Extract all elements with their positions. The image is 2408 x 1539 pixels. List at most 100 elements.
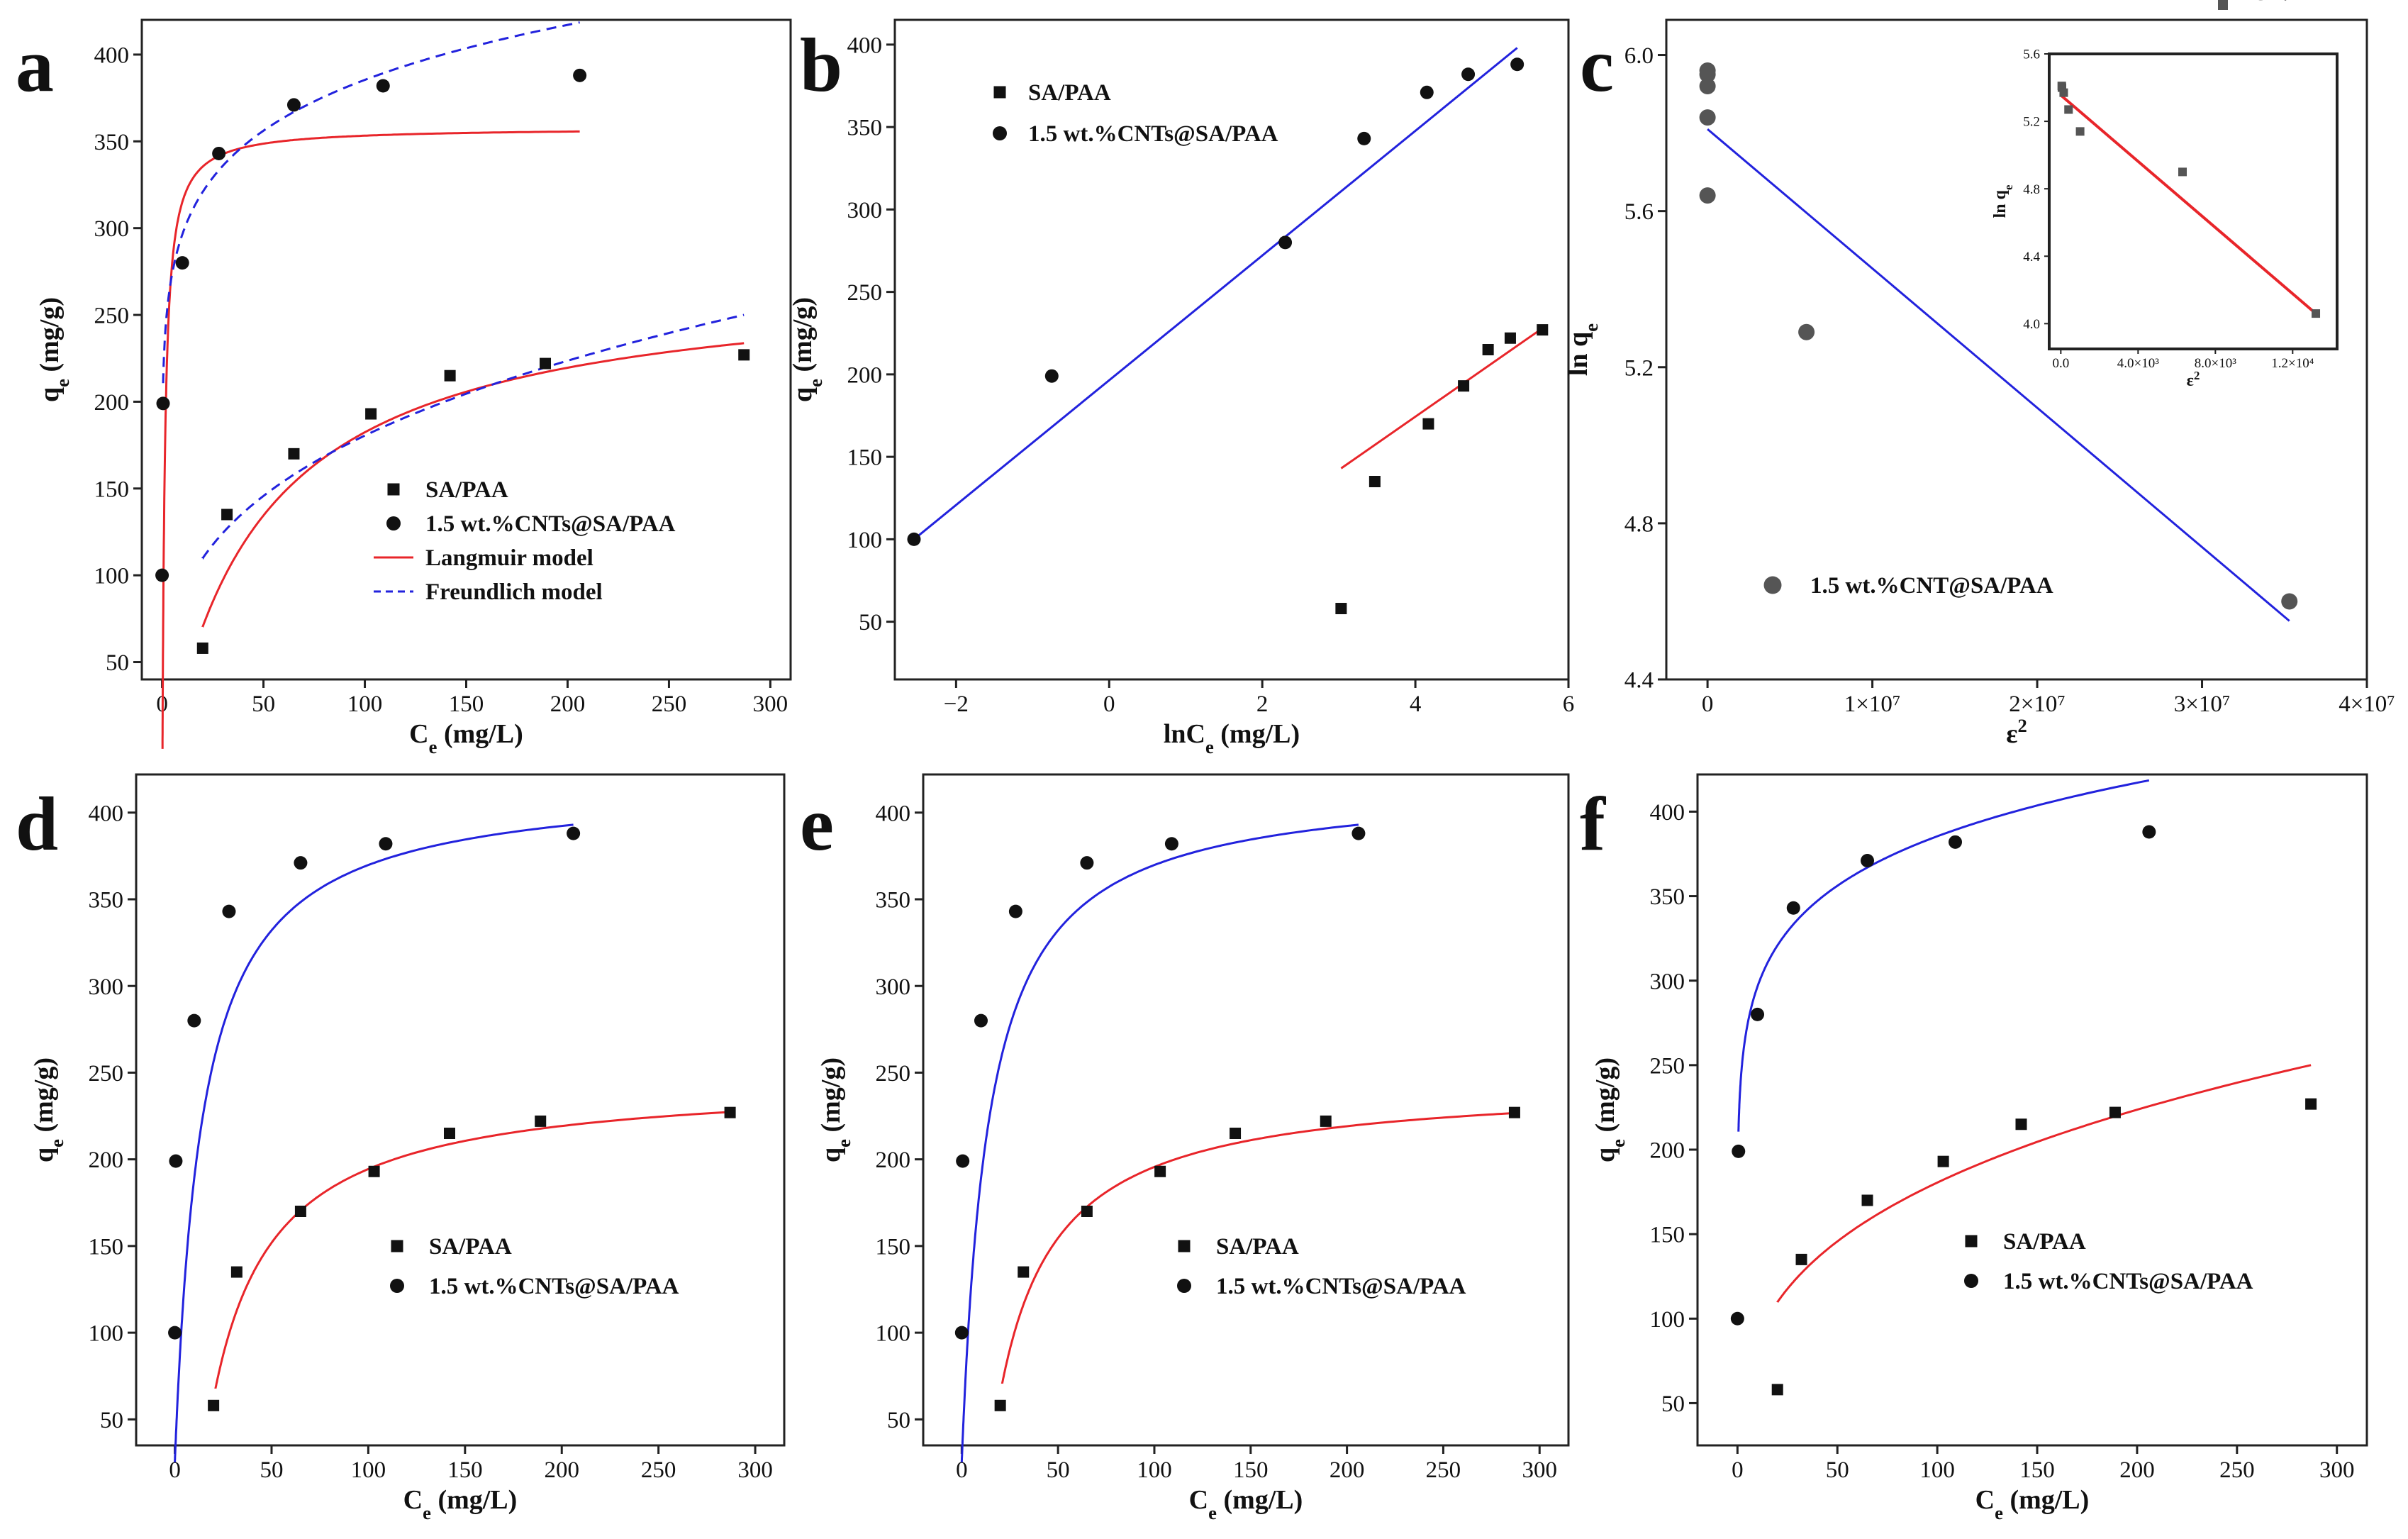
x-axis-title: ε2 <box>2006 715 2027 749</box>
legend-label: Langmuir model <box>425 545 593 571</box>
x-tick-label: 6 <box>1563 691 1575 717</box>
x-tick-label: 0 <box>1732 1457 1744 1483</box>
x-tick-label: 100 <box>1919 1457 1955 1483</box>
data-point-square <box>1482 344 1494 355</box>
data-point-square <box>1369 476 1381 487</box>
x-tick-label: 50 <box>1047 1457 1070 1483</box>
x-tick-label: 250 <box>1426 1457 1461 1483</box>
legend-label: SA/PAA <box>1216 1234 1299 1260</box>
data-point-circle <box>156 396 170 411</box>
data-point-circle <box>376 79 390 93</box>
data-point-circle <box>212 146 226 160</box>
data-point-square <box>1081 1206 1093 1217</box>
x-tick-label: 100 <box>1137 1457 1172 1483</box>
x-tick-label: 150 <box>2019 1457 2055 1483</box>
x-tick-label: 50 <box>252 691 275 717</box>
x-tick-label: 1.2×10⁴ <box>2271 356 2314 371</box>
data-point-circle <box>1164 837 1178 851</box>
y-tick-label: 400 <box>876 801 911 826</box>
x-tick-label: 300 <box>737 1457 773 1483</box>
data-point-square <box>1335 603 1347 615</box>
data-point-square <box>1937 1155 1949 1167</box>
legend-label: 1.5 wt.%CNTs@SA/PAA <box>429 1274 679 1299</box>
y-tick-label: 300 <box>1650 969 1685 994</box>
x-tick-label: 150 <box>1233 1457 1269 1483</box>
data-point-circle <box>1699 66 1716 83</box>
data-point-square <box>1537 324 1549 336</box>
x-tick-label: 2 <box>1256 691 1269 717</box>
data-point-square <box>2059 88 2068 97</box>
y-tick-label: 100 <box>1650 1307 1685 1333</box>
legend-label: SA/PAA <box>2255 0 2338 6</box>
y-axis-title: ln qe <box>1991 184 2015 218</box>
x-axis-title: ε2 <box>2187 369 2200 391</box>
data-point-circle <box>954 1326 969 1340</box>
y-tick-label: 400 <box>847 33 883 58</box>
data-point-square <box>230 1266 243 1278</box>
x-tick-label: 0 <box>1103 691 1115 717</box>
data-point-circle <box>1751 1007 1765 1021</box>
data-point-square <box>444 370 456 382</box>
data-point-square <box>1504 332 1516 344</box>
x-axis-title: Ce (mg/L) <box>1975 1485 2090 1523</box>
y-tick-label: 4.8 <box>1624 511 1654 537</box>
y-axis-title: qe (mg/g) <box>35 297 73 402</box>
y-axis-title: qe (mg/g) <box>29 1057 67 1162</box>
data-point-square <box>2057 83 2066 92</box>
legend-marker <box>2218 0 2228 10</box>
data-point-square <box>2015 1118 2027 1130</box>
fit-curve <box>161 130 580 749</box>
data-point-square <box>288 448 300 460</box>
data-point-square <box>994 1399 1006 1411</box>
y-tick-label: 50 <box>1661 1391 1685 1417</box>
data-point-square <box>1795 1253 1807 1265</box>
x-tick-label: 1×10⁷ <box>1844 691 1901 717</box>
data-point-circle <box>379 837 393 851</box>
fit-curve <box>174 823 574 1462</box>
x-tick-label: 200 <box>550 691 586 717</box>
y-tick-label: 5.6 <box>2023 48 2040 62</box>
data-point-circle <box>1351 826 1366 840</box>
panel-letter: e <box>800 782 834 867</box>
data-point-circle <box>1080 856 1094 870</box>
x-tick-label: 200 <box>1330 1457 1365 1483</box>
legend-marker <box>1763 576 1782 594</box>
x-tick-label: 0 <box>956 1457 968 1483</box>
chart-panel-c: c 0 1×10⁷ 2×10⁷ 3×10⁷ 4×10⁷ 4.4 4.8 5.2 5.6 6.0 ε2 l… <box>1563 0 2395 749</box>
y-tick-label: 400 <box>89 801 124 826</box>
fit-curve <box>1340 327 1544 470</box>
data-point-square <box>1154 1165 1166 1177</box>
fit-curve <box>1737 779 2150 1132</box>
data-point-square <box>1508 1106 1520 1118</box>
plot-frame <box>135 773 786 1447</box>
inset-chart: 0.0 4.0×10³ 8.0×10³ 1.2×10⁴ 4.0 4.4 4.8 5.2 5.6 ε… <box>1991 0 2339 391</box>
data-point-circle <box>956 1154 970 1168</box>
y-tick-label: 50 <box>887 1408 910 1433</box>
fit-curve <box>214 1111 730 1389</box>
x-tick-label: 100 <box>347 691 383 717</box>
y-tick-label: 350 <box>94 130 130 155</box>
data-point-square <box>1018 1266 1030 1278</box>
y-tick-label: 100 <box>876 1321 911 1347</box>
y-tick-label: 5.6 <box>1624 199 1654 225</box>
fit-curve <box>201 313 745 560</box>
legend-label: SA/PAA <box>2003 1229 2086 1255</box>
data-point-square <box>2075 127 2085 136</box>
data-point-square <box>1771 1384 1783 1396</box>
x-tick-label: 0 <box>169 1457 181 1483</box>
data-point-circle <box>286 98 301 112</box>
data-point-square <box>1230 1128 1242 1139</box>
fit-curve <box>1707 128 2290 622</box>
data-point-circle <box>1730 1311 1744 1326</box>
x-tick-label: 0.0 <box>2052 356 2069 371</box>
data-point-circle <box>1949 835 1963 849</box>
x-axis-title: Ce (mg/L) <box>1189 1485 1303 1523</box>
data-point-square <box>2109 1106 2121 1118</box>
legend-label: 1.5 wt.%CNT@SA/PAA <box>1810 573 2053 599</box>
data-point-square <box>724 1106 736 1118</box>
x-tick-label: 300 <box>2319 1457 2355 1483</box>
legend-marker <box>390 1279 404 1293</box>
fit-curve <box>1776 1064 2312 1304</box>
data-point-square <box>535 1115 547 1127</box>
legend-label: 1.5 wt.%CNTs@SA/PAA <box>1028 121 1278 147</box>
